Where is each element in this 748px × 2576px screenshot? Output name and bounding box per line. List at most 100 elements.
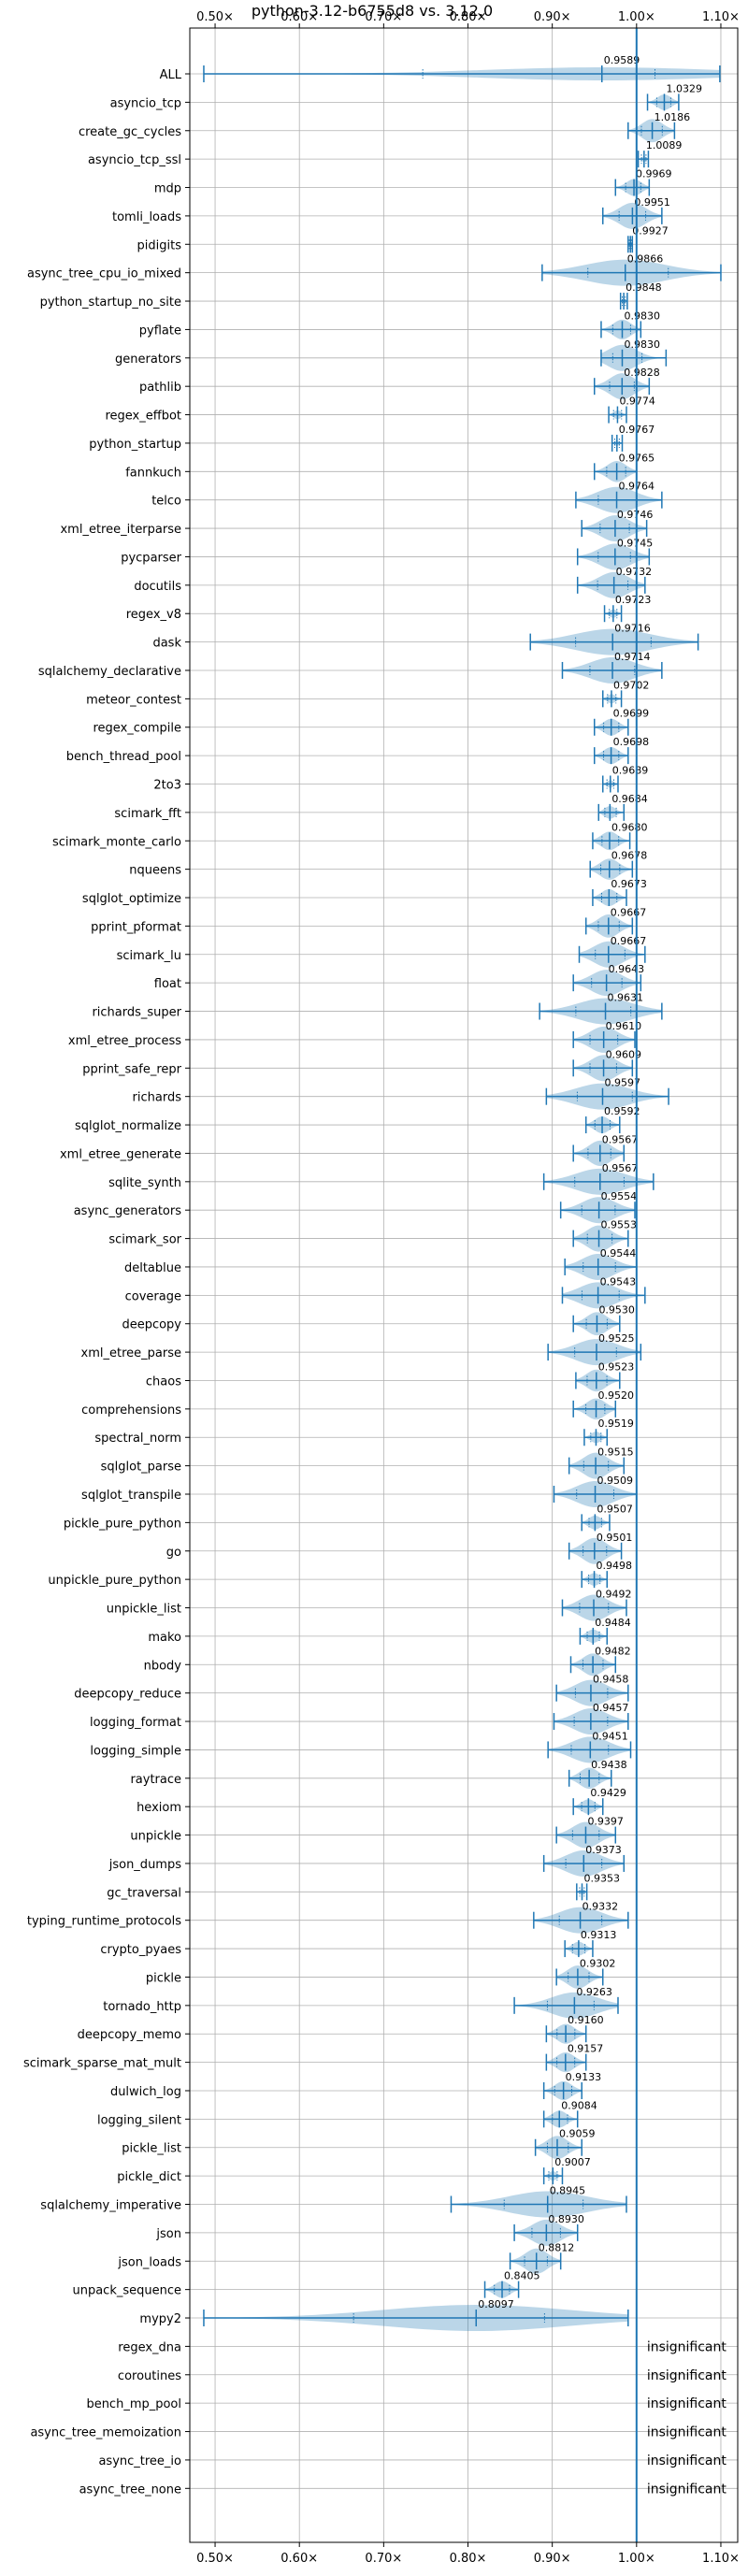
benchmark-label: meteor_contest bbox=[86, 693, 181, 707]
violin-regex_v8 bbox=[603, 605, 623, 623]
value-label: 0.9397 bbox=[587, 1816, 624, 1828]
benchmark-label: regex_v8 bbox=[126, 608, 181, 622]
value-label: 0.9520 bbox=[598, 1389, 635, 1402]
insignificant-label: insignificant bbox=[647, 2425, 727, 2440]
value-label: 0.9699 bbox=[613, 708, 650, 720]
violin-asyncio_tcp bbox=[646, 94, 680, 111]
benchmark-label: unpack_sequence bbox=[72, 2284, 181, 2298]
benchmark-label: dask bbox=[152, 637, 181, 651]
violin-async_generators bbox=[559, 1197, 636, 1224]
value-label: 0.9667 bbox=[611, 906, 647, 918]
benchmark-label: logging_simple bbox=[90, 1744, 181, 1758]
violin-logging_simple bbox=[547, 1736, 632, 1763]
violin-scimark_sparse_mat_mult bbox=[545, 2052, 587, 2073]
violin-meteor_contest bbox=[602, 690, 623, 708]
violin-pprint_pformat bbox=[584, 914, 634, 938]
violin-sqlalchemy_imperative bbox=[450, 2191, 627, 2218]
benchmark-label: logging_format bbox=[90, 1716, 181, 1730]
value-label: 0.9263 bbox=[576, 1986, 612, 1998]
value-label: 0.9597 bbox=[604, 1077, 640, 1089]
benchmark-label: mako bbox=[148, 1631, 181, 1645]
violin-async_tree_cpu_io_mixed bbox=[541, 259, 722, 286]
violin-pickle_pure_python bbox=[581, 1514, 611, 1532]
benchmark-label: async_tree_memoization bbox=[30, 2426, 181, 2440]
violin-xml_etree_parse bbox=[547, 1339, 642, 1366]
benchmark-label: mypy2 bbox=[139, 2312, 181, 2326]
x-tick-label-bottom: 0.60× bbox=[280, 2552, 318, 2566]
violin-unpickle_list bbox=[561, 1594, 627, 1621]
benchmark-label: pickle_list bbox=[122, 2142, 181, 2156]
violin-gc_traversal bbox=[576, 1883, 588, 1901]
value-label: 0.9007 bbox=[554, 2156, 591, 2168]
value-label: 0.8945 bbox=[550, 2185, 586, 2197]
value-label: 0.9969 bbox=[636, 168, 672, 180]
benchmark-label: unpickle_list bbox=[107, 1603, 181, 1617]
violin-logging_format bbox=[553, 1708, 629, 1735]
benchmark-label: tornado_http bbox=[103, 2000, 181, 2014]
violin-tomli_loads bbox=[602, 202, 663, 229]
value-label: 0.9157 bbox=[568, 2043, 604, 2055]
value-label: 0.9133 bbox=[566, 2071, 602, 2083]
benchmark-label: json_loads bbox=[117, 2255, 181, 2269]
x-tick-label-top: 0.80× bbox=[450, 10, 487, 24]
violin-deepcopy_reduce bbox=[555, 1679, 629, 1706]
value-label: 0.9830 bbox=[624, 309, 660, 322]
benchmark-label: 2to3 bbox=[153, 779, 181, 793]
benchmark-label: float bbox=[154, 977, 181, 991]
violin-mako bbox=[579, 1627, 609, 1645]
benchmark-label: unpickle_pure_python bbox=[48, 1574, 181, 1588]
benchmark-label: spectral_norm bbox=[94, 1432, 181, 1446]
violin-pprint_safe_repr bbox=[572, 1055, 634, 1082]
benchmark-label: logging_silent bbox=[97, 2113, 181, 2127]
violin-unpack_sequence bbox=[483, 2281, 520, 2298]
violin-spectral_norm bbox=[583, 1429, 609, 1446]
value-label: 0.9543 bbox=[600, 1275, 637, 1288]
value-label: 0.9927 bbox=[632, 224, 669, 237]
benchmark-label: comprehensions bbox=[81, 1403, 181, 1418]
value-label: 0.9353 bbox=[583, 1872, 620, 1884]
benchmark-label: sqlalchemy_imperative bbox=[40, 2199, 181, 2213]
value-label: 0.9667 bbox=[611, 935, 647, 947]
x-tick-label-bottom: 1.10× bbox=[702, 2552, 740, 2566]
benchmark-label: coroutines bbox=[118, 2369, 181, 2383]
benchmark-label: richards_super bbox=[92, 1006, 181, 1020]
benchmark-label: regex_compile bbox=[93, 722, 181, 736]
violin-dulwich_log bbox=[542, 2080, 583, 2101]
value-label: 0.9451 bbox=[592, 1730, 628, 1742]
value-label: 0.9723 bbox=[615, 594, 652, 606]
benchmark-label: crypto_pyaes bbox=[100, 1943, 181, 1957]
violin-richards bbox=[545, 1083, 669, 1110]
x-tick-label-bottom: 1.00× bbox=[618, 2552, 655, 2566]
x-tick-label-bottom: 0.70× bbox=[365, 2552, 402, 2566]
value-label: 0.9567 bbox=[602, 1162, 639, 1174]
violin-logging_silent bbox=[542, 2110, 579, 2128]
benchmark-label: pickle_pure_python bbox=[64, 1517, 181, 1531]
violin-xml_etree_process bbox=[572, 1026, 636, 1053]
violin-unpickle_pure_python bbox=[581, 1571, 609, 1589]
value-label: 0.9373 bbox=[585, 1844, 622, 1856]
benchmark-label: pickle bbox=[146, 1971, 181, 1985]
violin-nqueens bbox=[589, 858, 634, 880]
benchmark-label: dulwich_log bbox=[110, 2085, 181, 2099]
benchmark-label: fannkuch bbox=[125, 466, 181, 480]
value-label: 1.0329 bbox=[666, 82, 702, 94]
benchmark-label: go bbox=[166, 1546, 181, 1560]
value-label: 0.9680 bbox=[611, 821, 648, 833]
value-label: 1.0089 bbox=[646, 139, 683, 151]
violin-chaos bbox=[575, 1369, 621, 1392]
benchmark-label: deltablue bbox=[124, 1261, 181, 1275]
benchmark-label: json_dumps bbox=[108, 1858, 181, 1872]
x-tick-label-top: 0.90× bbox=[534, 10, 571, 24]
value-label: 0.9643 bbox=[609, 963, 645, 975]
benchmark-label: deepcopy bbox=[122, 1318, 181, 1332]
plot-frame bbox=[189, 27, 739, 2543]
violin-pickle bbox=[555, 1965, 604, 1989]
violin-regex_compile bbox=[593, 718, 629, 736]
violin-coverage bbox=[561, 1282, 646, 1309]
value-label: 0.9544 bbox=[600, 1247, 637, 1259]
value-label: 0.9160 bbox=[568, 2014, 604, 2026]
violin-mypy2 bbox=[203, 2305, 629, 2332]
benchmark-label: typing_runtime_protocols bbox=[27, 1915, 181, 1929]
value-label: 0.9609 bbox=[606, 1048, 642, 1060]
benchmark-label: asyncio_tcp bbox=[110, 96, 181, 110]
